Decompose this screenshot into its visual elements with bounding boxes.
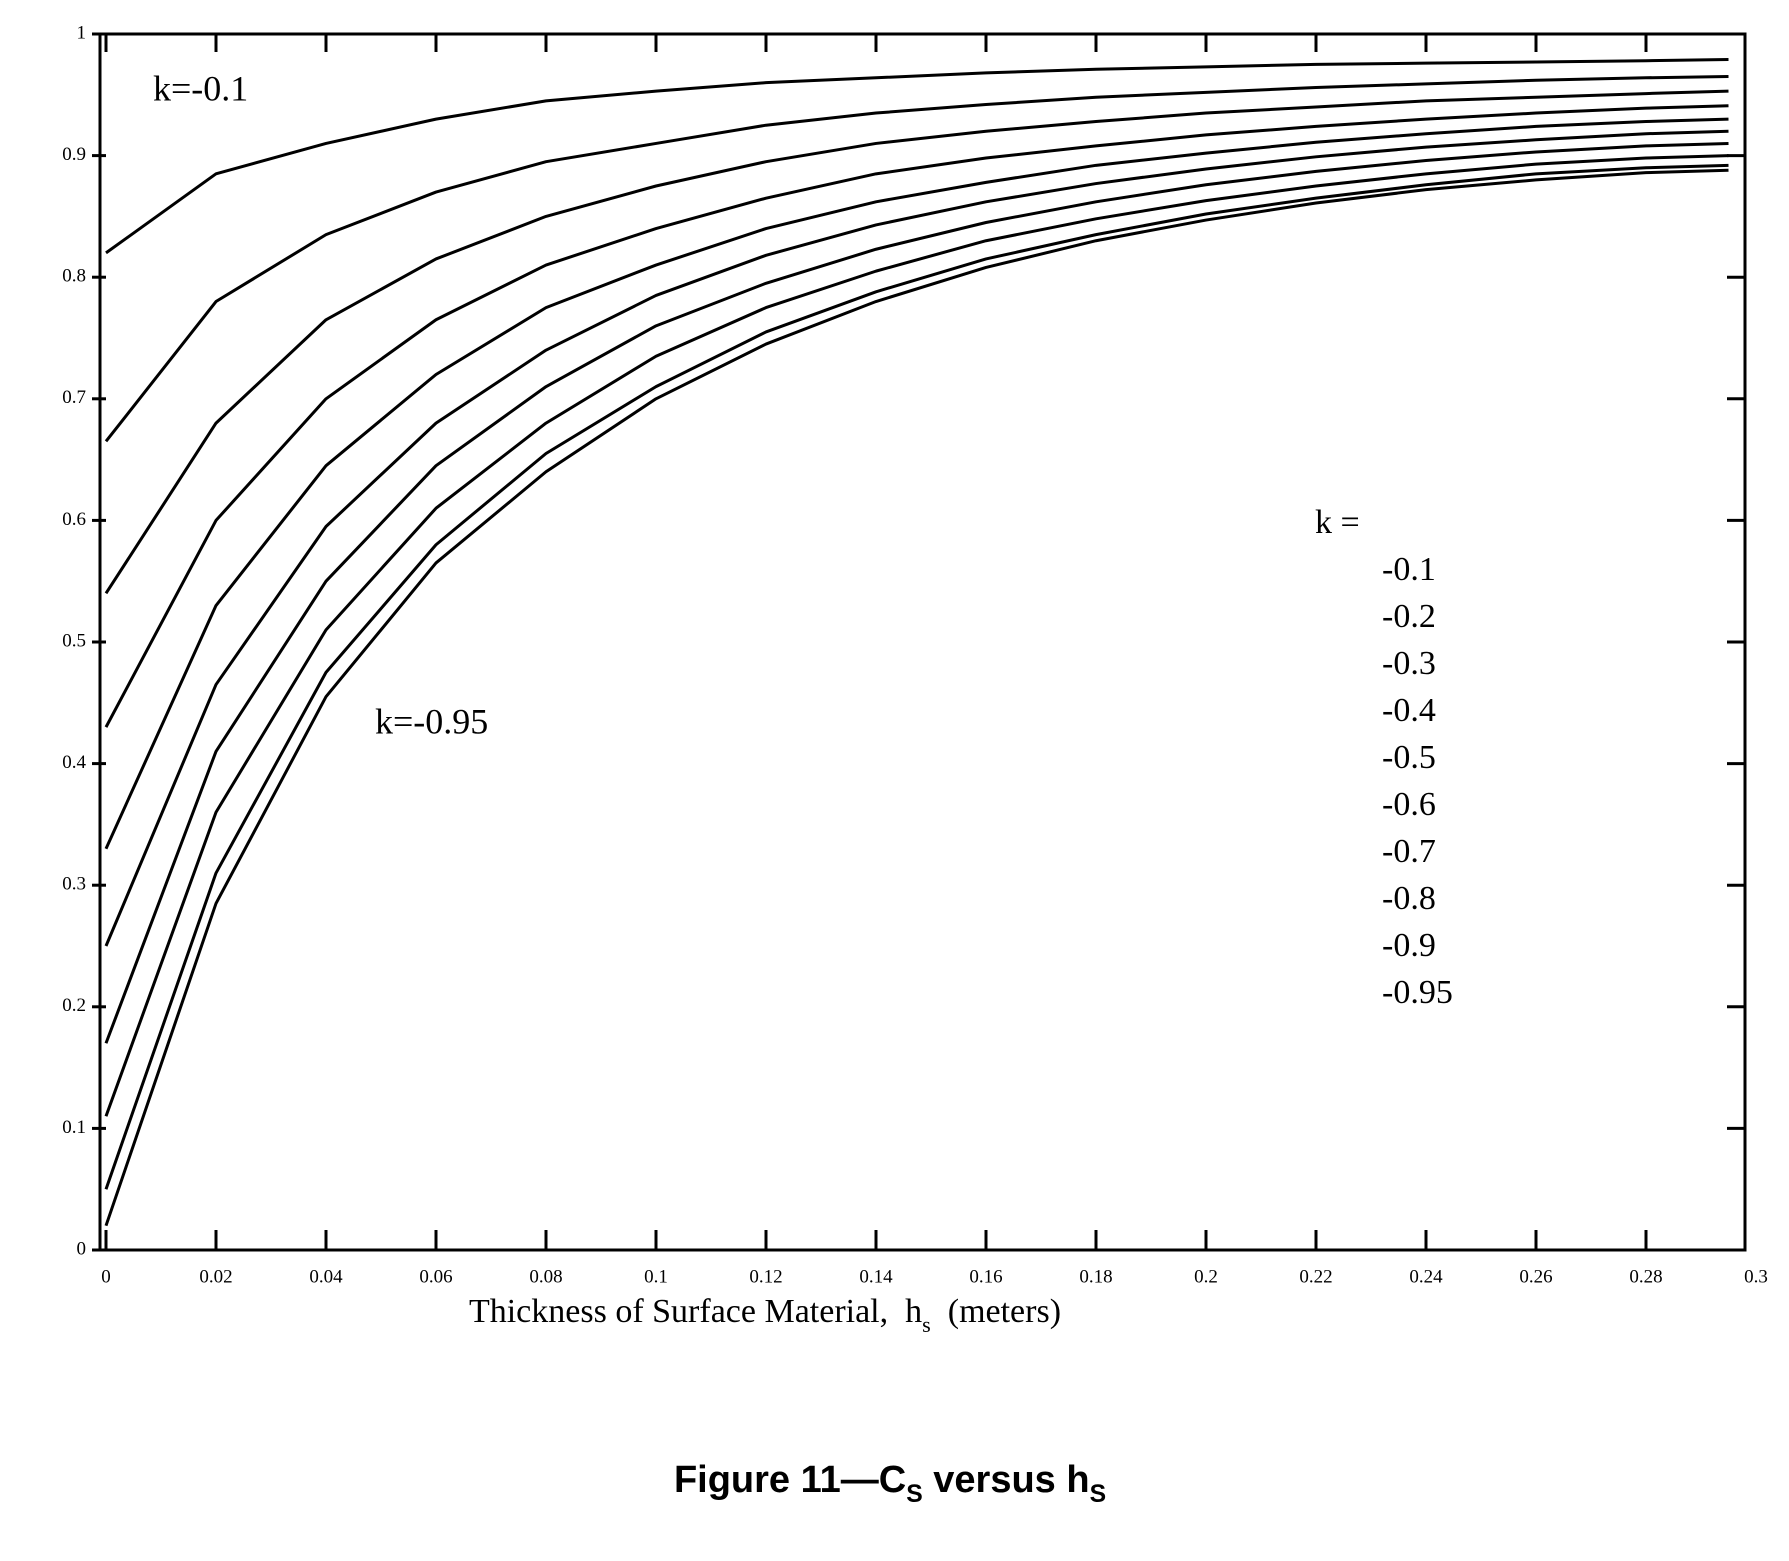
y-tick-label: 0.3 bbox=[62, 874, 86, 895]
series-line bbox=[104, 117, 1729, 850]
x-axis-label-subscript: s bbox=[922, 1312, 931, 1337]
legend-entry: -0.3 bbox=[1382, 645, 1436, 682]
y-tick-label: 0.4 bbox=[62, 752, 86, 773]
x-tick-label: 0.04 bbox=[309, 1266, 343, 1287]
figure-caption-part: versus h bbox=[923, 1459, 1090, 1501]
x-tick-label: 0.3 bbox=[1744, 1266, 1768, 1287]
series-line bbox=[104, 154, 1729, 1117]
x-tick-label: 0.24 bbox=[1409, 1266, 1443, 1287]
legend-entry: -0.4 bbox=[1382, 692, 1436, 729]
x-axis-label-part: Thickness of Surface Material, h bbox=[469, 1293, 922, 1330]
series-line bbox=[104, 104, 1729, 728]
y-tick-label: 0.2 bbox=[62, 995, 86, 1016]
legend-title: k = bbox=[1315, 504, 1360, 541]
x-tick-label: 0.22 bbox=[1299, 1266, 1332, 1287]
x-tick-label: 0 bbox=[101, 1266, 111, 1287]
legend-entry: -0.1 bbox=[1382, 551, 1436, 588]
legend-entry: -0.9 bbox=[1382, 927, 1436, 964]
legend-entry: -0.7 bbox=[1382, 833, 1436, 870]
figure-caption-part: Figure 11—C bbox=[674, 1459, 906, 1501]
annotation: k=-0.1 bbox=[153, 68, 248, 108]
y-tick-label: 0.1 bbox=[62, 1117, 86, 1138]
x-axis-label-part: (meters) bbox=[931, 1293, 1061, 1330]
x-tick-label: 0.28 bbox=[1629, 1266, 1662, 1287]
series-line bbox=[105, 58, 1729, 255]
legend-entry: -0.6 bbox=[1382, 786, 1436, 823]
y-tick-label: 0.6 bbox=[62, 509, 86, 530]
figure-caption-subscript: S bbox=[1090, 1481, 1106, 1508]
figure-caption: Figure 11—CS versus hS bbox=[674, 1459, 1106, 1508]
y-tick-label: 0.9 bbox=[62, 144, 86, 165]
annotation: k=-0.95 bbox=[375, 701, 488, 741]
y-tick-label: 0 bbox=[77, 1238, 87, 1259]
legend-entry: -0.5 bbox=[1382, 739, 1436, 776]
series-line bbox=[104, 75, 1729, 443]
y-tick-label: 0.5 bbox=[62, 630, 86, 651]
series-line bbox=[104, 168, 1729, 1227]
x-tick-label: 0.08 bbox=[529, 1266, 562, 1287]
x-tick-label: 0.26 bbox=[1519, 1266, 1552, 1287]
x-tick-label: 0.18 bbox=[1079, 1266, 1112, 1287]
legend-entry: -0.8 bbox=[1382, 880, 1436, 917]
x-tick-label: 0.06 bbox=[419, 1266, 452, 1287]
figure-caption-subscript: S bbox=[906, 1481, 922, 1508]
series-line bbox=[104, 163, 1729, 1190]
legend-entry: -0.2 bbox=[1382, 598, 1436, 635]
x-tick-label: 0.12 bbox=[749, 1266, 782, 1287]
x-tick-label: 0.2 bbox=[1194, 1266, 1218, 1287]
series-line bbox=[104, 141, 1729, 1044]
y-tick-label: 0.8 bbox=[62, 266, 86, 287]
x-tick-label: 0.1 bbox=[644, 1266, 668, 1287]
legend-entry: -0.95 bbox=[1382, 974, 1453, 1011]
x-tick-label: 0.14 bbox=[859, 1266, 893, 1287]
y-tick-label: 1 bbox=[77, 22, 87, 43]
series-line bbox=[104, 89, 1729, 595]
x-tick-label: 0.16 bbox=[969, 1266, 1002, 1287]
y-tick-label: 0.7 bbox=[62, 387, 86, 408]
x-axis-label: Thickness of Surface Material, hs (meter… bbox=[469, 1293, 1061, 1337]
series-line bbox=[104, 129, 1729, 947]
x-tick-label: 0.02 bbox=[199, 1266, 232, 1287]
